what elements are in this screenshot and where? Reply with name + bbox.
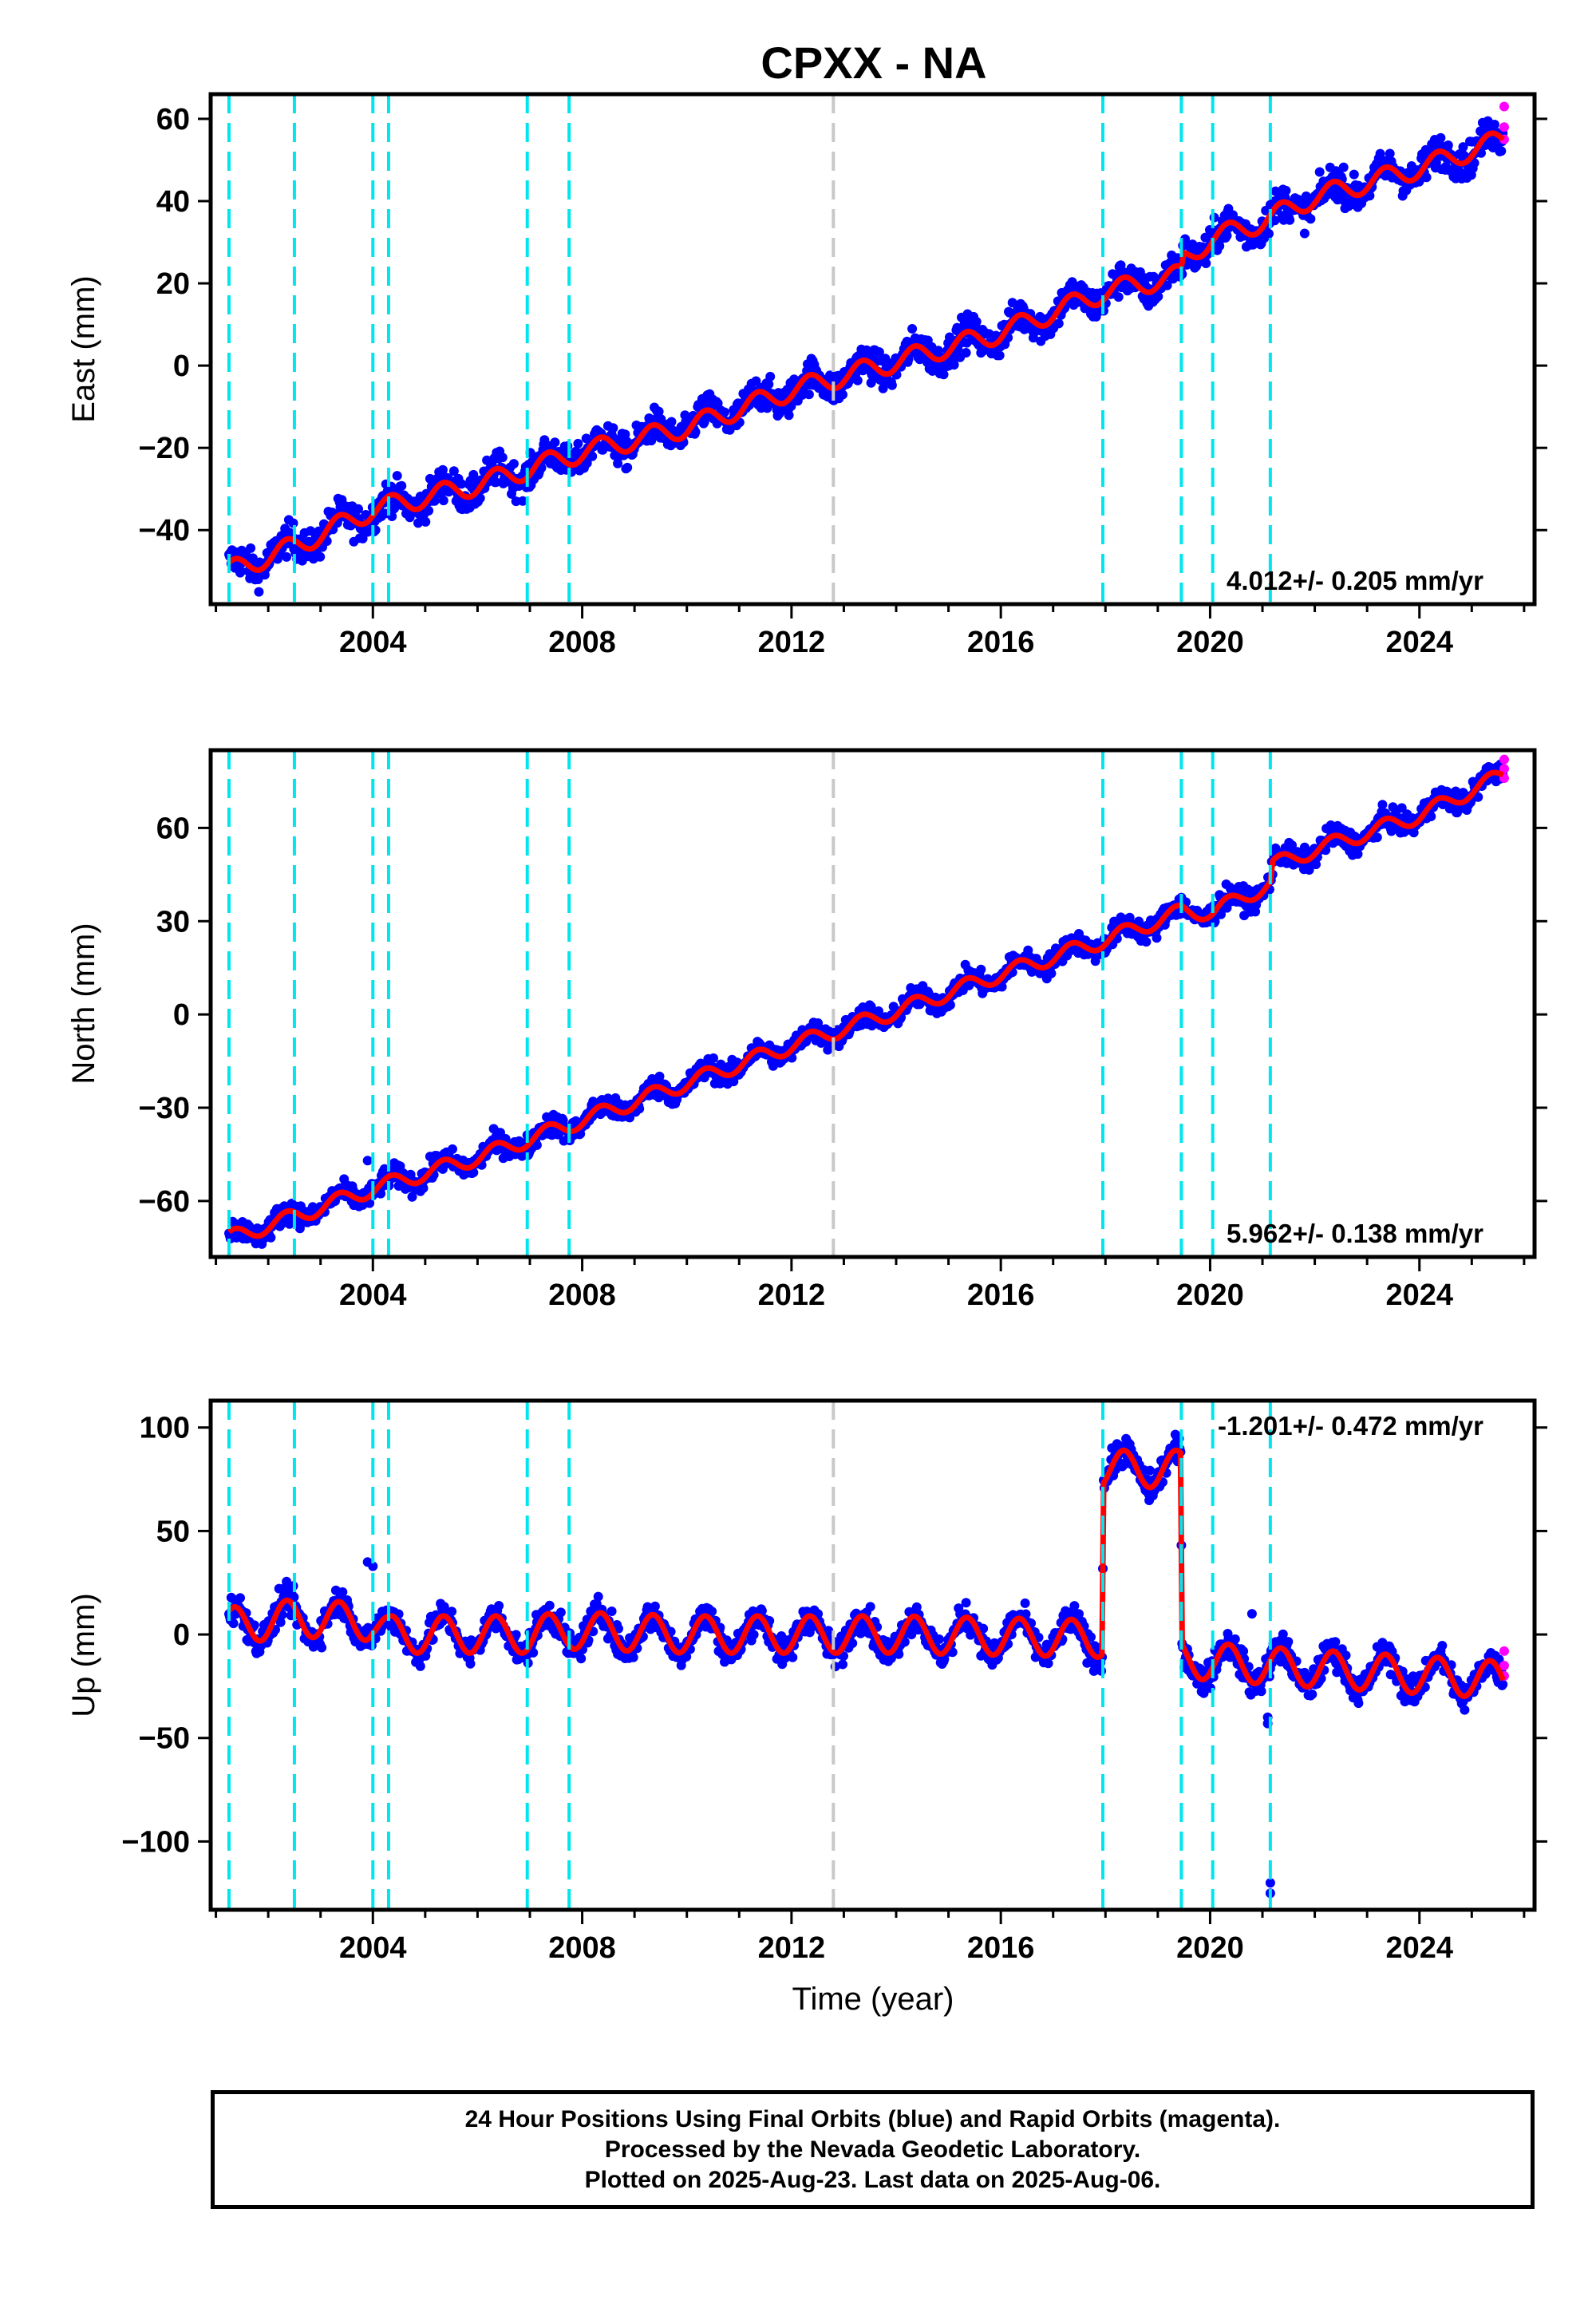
x-tick-label: 2024 bbox=[1385, 1279, 1453, 1312]
x-tick-label: 2008 bbox=[548, 626, 616, 659]
y-tick-label: −60 bbox=[139, 1185, 190, 1219]
rapid-orbit-point bbox=[1499, 1646, 1509, 1656]
x-tick-label: 2012 bbox=[758, 626, 826, 659]
x-tick-label: 2004 bbox=[339, 1931, 407, 1965]
y-tick-label: −50 bbox=[139, 1722, 190, 1756]
final-orbit-points bbox=[224, 1429, 1508, 1899]
x-tick-label: 2016 bbox=[967, 1279, 1035, 1312]
model-fit-line bbox=[227, 130, 1506, 573]
x-tick-label: 2024 bbox=[1385, 626, 1453, 659]
x-tick-label: 2024 bbox=[1385, 1931, 1453, 1965]
y-tick-label: −20 bbox=[139, 432, 190, 465]
y-tick-label: −30 bbox=[139, 1092, 190, 1125]
y-tick-label: 0 bbox=[173, 998, 190, 1032]
x-tick-label: 2012 bbox=[758, 1931, 826, 1965]
velocity-rate-label: 4.012+/- 0.205 mm/yr bbox=[1227, 566, 1483, 595]
x-tick-label: 2012 bbox=[758, 1279, 826, 1312]
y-tick-label: −40 bbox=[139, 514, 190, 547]
x-tick-label: 2020 bbox=[1176, 1931, 1244, 1965]
chart-title: CPXX - NA bbox=[760, 38, 986, 88]
y-tick-label: 0 bbox=[173, 350, 190, 383]
x-tick-label: 2004 bbox=[339, 626, 407, 659]
plot-frame bbox=[208, 748, 1537, 1259]
x-tick-label: 2020 bbox=[1176, 1279, 1244, 1312]
panel-1: −60 −30 0 30 60 2004 2008 2012 2016 2020 2024 North… bbox=[66, 748, 1547, 1312]
x-axis-label: Time (year) bbox=[792, 1982, 954, 2017]
y-tick-label: 30 bbox=[156, 905, 190, 939]
y-tick-label: 60 bbox=[156, 812, 190, 845]
footer-info-box: 24 Hour Positions Using Final Orbits (bl… bbox=[211, 2090, 1535, 2209]
y-axis-label: East (mm) bbox=[66, 275, 101, 422]
x-tick-label: 2008 bbox=[548, 1931, 616, 1965]
y-axis-label: Up (mm) bbox=[66, 1593, 101, 1717]
rapid-orbit-point bbox=[1499, 764, 1509, 774]
x-tick-label: 2016 bbox=[967, 1931, 1035, 1965]
footer-line-3: Plotted on 2025-Aug-23. Last data on 202… bbox=[584, 2166, 1161, 2193]
plot-area bbox=[224, 94, 1509, 604]
panels-group: −40 −20 0 20 40 60 2004 2008 2012 2016 2020 2024 Eas… bbox=[66, 92, 1547, 1965]
footer-line-2: Processed by the Nevada Geodetic Laborat… bbox=[604, 2136, 1141, 2163]
rapid-orbit-point bbox=[1499, 101, 1509, 112]
y-tick-label: 50 bbox=[156, 1515, 190, 1548]
x-tick-label: 2016 bbox=[967, 626, 1035, 659]
y-tick-label: 100 bbox=[140, 1412, 190, 1445]
model-fit-line bbox=[227, 1447, 1506, 1699]
x-tick-label: 2004 bbox=[339, 1279, 407, 1312]
rapid-orbit-point bbox=[1499, 122, 1509, 132]
plot-frame bbox=[208, 92, 1537, 607]
velocity-rate-label: 5.962+/- 0.138 mm/yr bbox=[1227, 1219, 1483, 1248]
footer-line-1: 24 Hour Positions Using Final Orbits (bl… bbox=[464, 2105, 1281, 2132]
y-tick-label: 0 bbox=[173, 1618, 190, 1652]
plot-area bbox=[224, 1401, 1509, 1910]
final-orbit-points bbox=[224, 116, 1508, 597]
plot-frame bbox=[208, 1398, 1537, 1912]
model-fit-line bbox=[227, 769, 1506, 1239]
y-tick-label: −100 bbox=[121, 1825, 190, 1859]
velocity-rate-label: -1.201+/- 0.472 mm/yr bbox=[1218, 1411, 1483, 1441]
x-tick-label: 2008 bbox=[548, 1279, 616, 1312]
panel-0: −40 −20 0 20 40 60 2004 2008 2012 2016 2020 2024 Eas… bbox=[66, 92, 1547, 659]
rapid-orbit-point bbox=[1499, 754, 1509, 765]
x-tick-label: 2020 bbox=[1176, 626, 1244, 659]
panel-2: −100 −50 0 50 100 2004 2008 2012 2016 2020 2024 Up … bbox=[66, 1398, 1547, 1965]
y-axis-label: North (mm) bbox=[66, 923, 101, 1084]
rapid-orbit-point bbox=[1499, 1660, 1509, 1670]
y-tick-label: 20 bbox=[156, 267, 190, 301]
plot-area bbox=[224, 750, 1509, 1257]
y-tick-label: 40 bbox=[156, 185, 190, 219]
y-tick-label: 60 bbox=[156, 103, 190, 136]
